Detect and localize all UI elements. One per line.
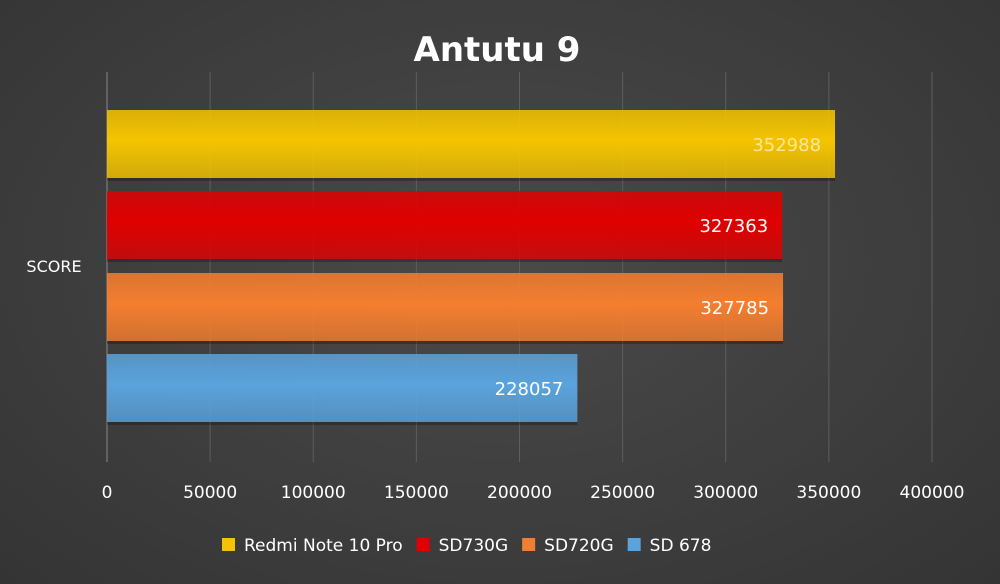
- bar-sd-678: [107, 354, 578, 422]
- bars-group: 352988 327363 327785 228057: [107, 110, 836, 425]
- x-tick-label: 50000: [183, 483, 237, 503]
- bar-shadow: [107, 341, 784, 344]
- x-tick-label: 200000: [487, 483, 552, 503]
- x-tick-label: 300000: [693, 483, 758, 503]
- x-tick-label: 0: [102, 483, 113, 503]
- legend: Redmi Note 10 Pro SD730G SD720G SD 678: [222, 536, 711, 556]
- legend-label: SD730G: [439, 536, 509, 556]
- legend-swatch: [416, 538, 430, 551]
- bar-sd730g: [107, 191, 783, 259]
- legend-label: Redmi Note 10 Pro: [244, 536, 403, 556]
- legend-swatch: [222, 538, 235, 551]
- x-tick-label: 250000: [590, 483, 655, 503]
- bar-sd720g: [107, 273, 784, 341]
- legend-swatch: [627, 538, 641, 551]
- bar-redmi-note-10-pro: [107, 110, 836, 178]
- x-tick-label: 150000: [384, 483, 449, 503]
- category-label: SCORE: [26, 257, 81, 276]
- x-axis-ticks: 0 50000 100000 150000 200000 250000 300000 3500…: [102, 483, 965, 503]
- x-tick-label: 400000: [900, 483, 965, 503]
- x-tick-label: 350000: [796, 483, 861, 503]
- data-label: 327363: [699, 216, 768, 237]
- data-label: 228057: [495, 379, 564, 400]
- bar-shadow: [107, 178, 836, 181]
- x-tick-label: 100000: [281, 483, 346, 503]
- legend-label: SD 678: [650, 536, 712, 556]
- bar-shadow: [107, 422, 578, 425]
- bar-shadow: [107, 259, 783, 262]
- data-label: 327785: [700, 298, 769, 319]
- data-label: 352988: [752, 135, 821, 156]
- legend-swatch: [522, 538, 536, 551]
- chart-title: Antutu 9: [414, 30, 581, 70]
- legend-label: SD720G: [544, 536, 614, 556]
